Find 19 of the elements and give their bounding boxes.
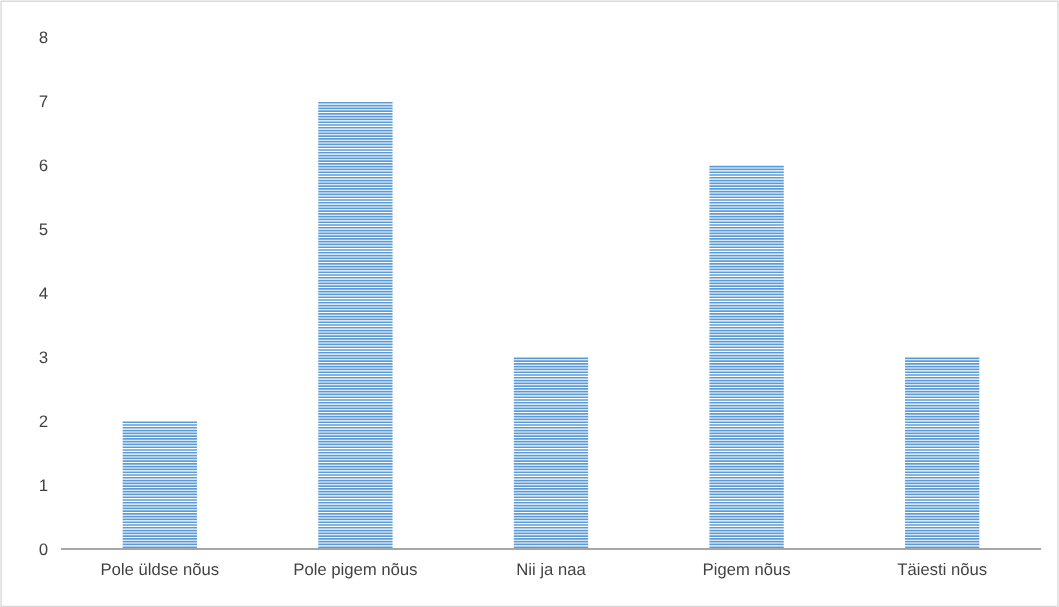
bar [513, 357, 589, 549]
y-tick-label: 6 [39, 159, 48, 172]
bar [709, 165, 784, 549]
x-tick-label: Täiesti nõus [897, 562, 987, 576]
x-tick-label: Pole pigem nõus [294, 562, 417, 579]
x-tick-label: Pigem nõus [703, 562, 791, 579]
y-tick-label: 1 [40, 479, 48, 492]
y-tick-label: 8 [39, 31, 48, 44]
bar [122, 421, 197, 549]
y-tick-label: 4 [39, 287, 48, 300]
y-tick-label: 7 [39, 95, 48, 108]
bar [905, 357, 980, 549]
y-tick-label: 3 [39, 351, 48, 364]
y-tick-label: 2 [39, 415, 48, 428]
y-tick-label: 5 [39, 223, 48, 236]
bar [318, 101, 393, 549]
x-tick-label: Pole üldse nõus [101, 562, 219, 576]
x-tick-label: Nii ja naa [517, 562, 586, 579]
y-tick-label: 0 [39, 543, 48, 556]
